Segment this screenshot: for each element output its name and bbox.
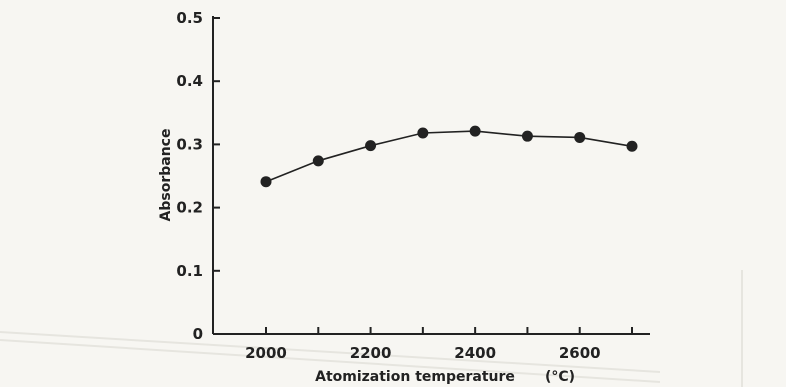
bleed-line	[0, 331, 661, 373]
background-bleed	[0, 270, 743, 387]
x-tick-label: 2400	[454, 344, 496, 362]
data-point	[626, 140, 638, 152]
data-point	[417, 127, 429, 139]
y-tick-label: 0.5	[176, 9, 203, 27]
y-tick-label: 0.2	[176, 199, 203, 217]
data-point	[260, 176, 272, 188]
data-series	[260, 125, 638, 188]
y-tick-label: 0.3	[176, 135, 203, 153]
x-axis-unit: (°C)	[545, 369, 575, 385]
bleed-line	[0, 339, 661, 383]
x-tick-label: 2200	[350, 344, 392, 362]
y-axis-title: Absorbance	[158, 129, 174, 222]
data-point	[574, 131, 586, 143]
data-point	[521, 130, 533, 142]
x-ticks: 2000 2200 2400 2600	[245, 327, 633, 362]
series-line	[265, 130, 633, 183]
data-point	[469, 125, 481, 137]
x-tick-label: 2600	[559, 344, 601, 362]
y-ticks: 0 0.1 0.2 0.3 0.4 0.5	[176, 9, 220, 343]
data-point	[312, 155, 324, 167]
y-tick-label: 0.4	[176, 72, 203, 90]
data-point	[365, 140, 377, 152]
y-tick-label: 0	[193, 325, 203, 343]
x-tick-label: 2000	[245, 344, 287, 362]
x-axis-title: Atomization temperature	[315, 369, 515, 385]
axes: 0 0.1 0.2 0.3 0.4 0.5 2000 2200 2400 2600	[176, 9, 650, 362]
y-tick-label: 0.1	[176, 262, 203, 280]
